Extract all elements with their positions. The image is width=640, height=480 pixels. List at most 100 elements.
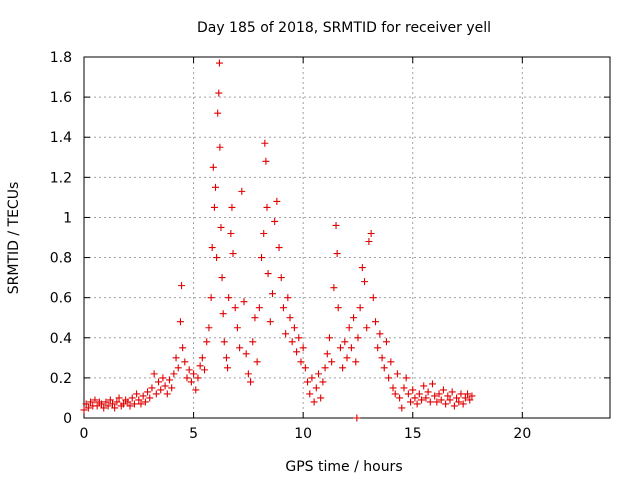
data-point bbox=[163, 390, 171, 398]
data-point bbox=[284, 294, 292, 302]
data-point bbox=[130, 400, 138, 408]
data-point bbox=[133, 390, 141, 398]
axis-ticks: 0 5 10 15 20 0 0.2 0.4 0.6 0.8 1 1.2 1.4 1.6 1.8 bbox=[50, 50, 610, 442]
data-point bbox=[268, 290, 276, 298]
data-point bbox=[209, 163, 217, 171]
y-tick-label: 1.2 bbox=[50, 170, 72, 186]
x-tick-label: 0 bbox=[80, 426, 89, 442]
data-point bbox=[334, 304, 342, 312]
data-point bbox=[190, 370, 198, 378]
data-point bbox=[139, 392, 147, 400]
data-point bbox=[295, 334, 303, 342]
data-point bbox=[290, 324, 298, 332]
data-point bbox=[332, 221, 340, 229]
data-point bbox=[194, 374, 202, 382]
data-point bbox=[396, 394, 404, 402]
data-point bbox=[369, 294, 377, 302]
data-point bbox=[321, 364, 329, 372]
data-point bbox=[141, 398, 149, 406]
data-point bbox=[398, 404, 406, 412]
data-point bbox=[212, 183, 219, 191]
chart-title: Day 185 of 2018, SRMTID for receiver yel… bbox=[197, 20, 491, 36]
data-point bbox=[339, 364, 347, 372]
data-point bbox=[210, 203, 218, 211]
x-tick-label: 15 bbox=[404, 426, 422, 442]
data-point bbox=[104, 402, 112, 410]
data-point bbox=[273, 197, 281, 205]
data-point bbox=[135, 396, 143, 404]
data-point bbox=[172, 354, 180, 362]
data-point bbox=[353, 414, 361, 422]
data-point bbox=[170, 370, 178, 378]
y-tick-label: 0.6 bbox=[50, 291, 72, 307]
y-tick-label: 1.6 bbox=[50, 90, 72, 106]
y-tick-label: 0.8 bbox=[50, 251, 72, 267]
data-point bbox=[442, 400, 450, 408]
data-point bbox=[457, 390, 465, 398]
data-point bbox=[435, 390, 443, 398]
data-point bbox=[220, 338, 228, 346]
grid-lines bbox=[84, 56, 610, 418]
data-point bbox=[93, 402, 101, 410]
data-point bbox=[216, 143, 224, 151]
data-point bbox=[464, 390, 472, 398]
data-point bbox=[299, 344, 307, 352]
data-point bbox=[466, 396, 474, 404]
data-point bbox=[126, 402, 134, 410]
data-point bbox=[214, 109, 222, 117]
data-point bbox=[376, 330, 384, 338]
data-point bbox=[251, 314, 259, 322]
data-point bbox=[249, 338, 257, 346]
data-point bbox=[205, 324, 213, 332]
data-point bbox=[215, 89, 223, 97]
y-axis-label: SRMTID / TECUs bbox=[6, 182, 22, 295]
data-point bbox=[219, 310, 227, 318]
data-point bbox=[100, 404, 108, 412]
data-point bbox=[439, 386, 447, 394]
data-point bbox=[385, 374, 393, 382]
data-point bbox=[266, 318, 274, 326]
data-point bbox=[374, 344, 382, 352]
data-point bbox=[367, 229, 375, 237]
data-point bbox=[446, 396, 454, 404]
data-point bbox=[424, 388, 432, 396]
data-point bbox=[115, 394, 123, 402]
data-point bbox=[201, 366, 209, 374]
data-point bbox=[84, 404, 92, 412]
data-point bbox=[407, 398, 415, 406]
data-point bbox=[301, 364, 309, 372]
data-point bbox=[354, 334, 362, 342]
data-point bbox=[297, 358, 305, 366]
data-point bbox=[111, 404, 119, 412]
data-point bbox=[310, 398, 318, 406]
data-point bbox=[275, 244, 283, 252]
plot-frame bbox=[83, 56, 611, 419]
data-point bbox=[328, 358, 336, 366]
data-point bbox=[264, 270, 272, 278]
data-point bbox=[203, 338, 211, 346]
data-point bbox=[159, 374, 167, 382]
data-point bbox=[260, 229, 268, 237]
data-point bbox=[106, 396, 114, 404]
data-point bbox=[185, 366, 193, 374]
data-point bbox=[352, 358, 360, 366]
data-point bbox=[413, 400, 421, 408]
data-point bbox=[102, 398, 110, 406]
data-point bbox=[87, 398, 95, 406]
data-point bbox=[80, 406, 88, 414]
data-point bbox=[444, 392, 452, 400]
data-point bbox=[124, 398, 132, 406]
data-point bbox=[98, 400, 106, 408]
data-point bbox=[319, 378, 327, 386]
data-point bbox=[404, 390, 412, 398]
data-point bbox=[271, 217, 279, 225]
data-point bbox=[218, 274, 226, 282]
data-point bbox=[208, 244, 216, 252]
data-point bbox=[400, 384, 408, 392]
data-point bbox=[137, 400, 145, 408]
data-point bbox=[420, 382, 428, 390]
data-point bbox=[293, 348, 301, 356]
x-tick-label: 10 bbox=[294, 426, 312, 442]
data-point bbox=[343, 354, 351, 362]
